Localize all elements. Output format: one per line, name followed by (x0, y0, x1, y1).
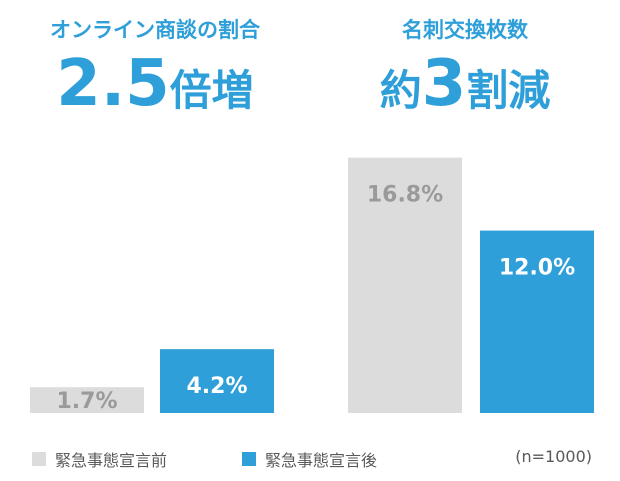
panel-left-subtitle: オンライン商談の割合 (50, 18, 260, 42)
panel-right-headline: 約3割減 (330, 52, 600, 116)
bar-value-label: 16.8% (367, 183, 443, 208)
legend-swatch-after (242, 452, 256, 466)
legend: 緊急事態宣言前 緊急事態宣言後 (n=1000) (32, 447, 592, 473)
bar-business-card-after (480, 230, 594, 413)
panel-left-headline-text: 倍増 (169, 66, 254, 115)
legend-item-before: 緊急事態宣言前 (32, 447, 167, 471)
panel-right-headline-prefix: 約 (379, 66, 422, 115)
bar-online-meeting-after (160, 349, 274, 413)
panel-right-headline-text: 割減 (466, 66, 551, 115)
legend-label-before: 緊急事態宣言前 (55, 451, 168, 470)
panel-right-subtitle: 名刺交換枚数 (402, 18, 528, 42)
panel-right-headline-number: 3 (421, 47, 467, 121)
legend-label-after: 緊急事態宣言後 (265, 451, 378, 470)
bar-value-label: 1.7% (56, 389, 117, 414)
sample-size-note: (n=1000) (515, 447, 592, 466)
bar-value-label: 12.0% (499, 256, 575, 281)
legend-swatch-before (32, 452, 46, 466)
legend-item-after: 緊急事態宣言後 (242, 447, 377, 471)
panel-left-headline-number: 2.5 (56, 47, 170, 121)
bar-online-meeting-before (30, 387, 144, 413)
panel-left-headline: 2.5倍増 (20, 52, 290, 116)
bar-business-card-before (348, 157, 462, 413)
bar-value-label: 4.2% (186, 374, 247, 399)
